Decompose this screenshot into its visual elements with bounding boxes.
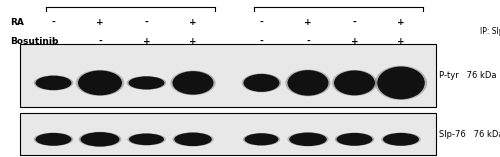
Text: -: - [52,18,56,27]
Ellipse shape [244,133,278,145]
Ellipse shape [332,70,377,96]
Text: -: - [306,37,310,46]
Text: +: + [189,18,197,27]
Ellipse shape [375,66,427,100]
Text: RA: RA [10,18,24,27]
Ellipse shape [80,132,120,146]
Ellipse shape [172,132,214,146]
Text: P-tyr   76 kDa: P-tyr 76 kDa [439,71,496,80]
Ellipse shape [334,70,375,95]
Ellipse shape [289,133,327,146]
Text: -: - [98,37,102,46]
Ellipse shape [288,70,329,96]
Ellipse shape [78,70,122,95]
Text: -: - [144,18,148,27]
Ellipse shape [78,132,122,147]
Text: -: - [260,18,264,27]
Text: IP: Slp-76: IP: Slp-76 [480,27,500,36]
Ellipse shape [244,74,280,92]
Text: +: + [96,18,104,27]
Text: Slp-76   76 kDa: Slp-76 76 kDa [439,130,500,139]
Text: Bosutinib: Bosutinib [10,37,58,46]
Ellipse shape [36,76,72,90]
Ellipse shape [286,70,331,96]
Bar [20,113,436,155]
Text: -: - [52,37,56,46]
Ellipse shape [76,70,124,96]
Bar [20,44,436,107]
Ellipse shape [172,71,214,95]
Ellipse shape [383,133,419,146]
Ellipse shape [336,133,372,146]
Text: +: + [397,18,405,27]
Text: -: - [260,37,264,46]
Text: +: + [142,37,150,46]
Ellipse shape [129,133,164,145]
Ellipse shape [36,133,72,146]
Ellipse shape [127,133,166,145]
Text: +: + [304,18,312,27]
Ellipse shape [242,73,282,92]
Ellipse shape [34,133,74,146]
Text: LYN KD: LYN KD [319,0,358,2]
Text: +: + [189,37,197,46]
Text: +: + [397,37,405,46]
Ellipse shape [288,132,329,146]
Ellipse shape [34,75,74,91]
Ellipse shape [378,67,425,99]
Text: HL-60: HL-60 [114,0,146,2]
Ellipse shape [128,76,164,89]
Ellipse shape [243,133,280,146]
Ellipse shape [170,70,216,95]
Ellipse shape [381,133,421,146]
Text: -: - [352,18,356,27]
Ellipse shape [334,133,374,146]
Text: +: + [350,37,358,46]
Ellipse shape [126,76,166,90]
Ellipse shape [174,133,212,146]
